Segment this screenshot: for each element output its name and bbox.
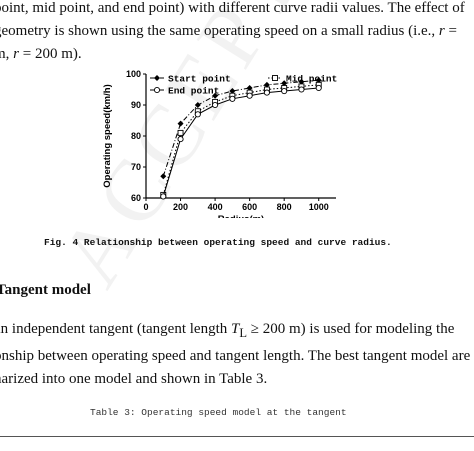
- speed-radius-chart: 0 200 400 600 800 1000 60 70 80 90 100 Radius(m) Ope…: [96, 68, 340, 225]
- paragraph-line: geometry is shown using the same operati…: [0, 23, 439, 39]
- figure-caption: Fig. 4 Relationship between operating sp…: [44, 237, 392, 248]
- x-tick-label: 1000: [309, 202, 329, 212]
- variable-t: T: [231, 321, 240, 337]
- data-point: [177, 129, 184, 136]
- paragraph-line: =: [444, 23, 457, 39]
- data-point: [229, 88, 236, 95]
- x-tick-label: 0: [143, 202, 148, 212]
- legend-label: Start point: [168, 74, 231, 85]
- paragraph-line: an independent tangent (tangent length: [0, 321, 232, 337]
- series-circle: [160, 84, 322, 200]
- data-point: [194, 102, 201, 108]
- data-point: [229, 95, 236, 102]
- series-diamond: [160, 77, 322, 180]
- paragraph-line: onship between operating speed and tange…: [0, 348, 471, 364]
- data-point: [315, 84, 322, 92]
- data-point: [315, 77, 322, 84]
- data-point: [263, 89, 270, 96]
- legend-label: Mid point: [286, 74, 337, 85]
- series-square: [160, 81, 322, 198]
- y-tick-label: 100: [126, 69, 141, 79]
- data-point: [160, 193, 167, 200]
- series-line: [162, 79, 319, 177]
- series-line: [162, 87, 319, 197]
- x-axis-label: Radius(m): [218, 214, 264, 218]
- paragraph-line: narized into one model and shown in Tabl…: [0, 371, 268, 387]
- paragraph-line: m,: [0, 46, 10, 62]
- subscript-l: L: [239, 326, 247, 340]
- horizontal-rule: [0, 436, 474, 437]
- paragraph-line: point, mid point, and end point) with di…: [0, 0, 465, 16]
- data-point: [212, 101, 219, 109]
- y-tick-label: 60: [131, 193, 141, 203]
- data-point: [263, 81, 270, 88]
- data-point: [154, 75, 160, 81]
- x-tick-label: 600: [242, 202, 257, 212]
- legend-label: End point: [168, 86, 219, 97]
- y-tick-label: 90: [131, 100, 141, 110]
- data-point: [298, 78, 305, 85]
- data-point: [160, 173, 167, 180]
- data-point: [153, 86, 161, 94]
- section-heading: Tangent model: [0, 282, 91, 298]
- y-tick-label: 70: [131, 162, 141, 172]
- paragraph-tangent: an independent tangent (tangent length T…: [0, 318, 474, 391]
- data-point: [298, 86, 305, 93]
- table-caption: Table 3: Operating speed model at the ta…: [90, 407, 347, 418]
- data-point: [281, 87, 288, 95]
- data-point: [194, 111, 201, 118]
- y-tick-label: 80: [131, 131, 141, 141]
- y-axis-label: Operating speed(km/h): [102, 84, 113, 187]
- series-line: [162, 84, 319, 196]
- paragraph-curve-radii: point, mid point, and end point) with di…: [0, 0, 474, 66]
- data-point: [246, 84, 253, 91]
- data-point: [281, 80, 288, 87]
- data-point: [177, 136, 184, 143]
- legend-item: Mid point: [268, 74, 337, 85]
- legend-item: Start point: [150, 74, 231, 85]
- variable-r: r: [13, 46, 20, 62]
- data-point: [246, 92, 253, 99]
- data-point: [272, 75, 278, 81]
- paragraph-line: = 200 m).: [19, 46, 82, 62]
- variable-r: r: [438, 23, 445, 39]
- data-point: [177, 120, 184, 127]
- x-tick-label: 200: [173, 202, 188, 212]
- x-tick-label: 800: [277, 202, 292, 212]
- data-point: [212, 92, 219, 99]
- chart-svg: 0 200 400 600 800 1000 60 70 80 90 100 Radius(m) Ope…: [102, 69, 337, 225]
- paragraph-line: ≥ 200 m) is used for modeling the: [247, 321, 455, 337]
- legend-item: End point: [150, 86, 219, 97]
- x-tick-label: 400: [208, 202, 223, 212]
